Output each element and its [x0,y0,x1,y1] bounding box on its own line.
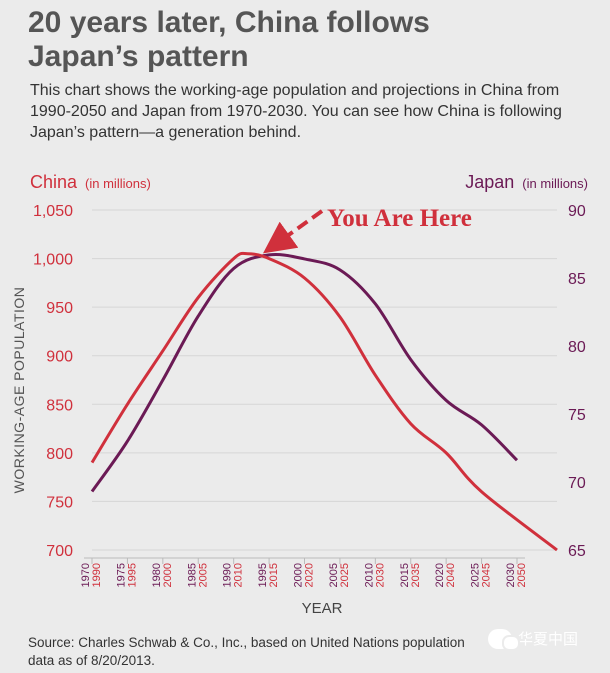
x-tick-label-china: 2030 [374,563,386,587]
x-tick-label-japan: 1995 [257,563,269,587]
watermark: 华夏中国 [488,628,579,651]
x-tick-label-japan: 1985 [186,563,198,587]
right-tick-label: 90 [568,203,586,220]
right-tick-label: 70 [568,475,586,492]
subtitle: This chart shows the working-age populat… [30,82,562,141]
x-tick-label-china: 1995 [126,563,138,587]
x-tick-label-japan: 2025 [470,563,482,587]
x-axis-title: YEAR [302,600,343,617]
title-line-2: Japan’s pattern [28,40,249,73]
right-tick-label: 75 [568,407,586,424]
chat-bubble-icon [488,628,520,651]
left-tick-label: 700 [46,543,73,560]
left-tick-label: 1,050 [33,203,73,220]
right-axis: 90 85 80 75 70 65 [568,203,586,560]
china-unit: (in millions) [85,176,151,191]
right-tick-label: 85 [568,271,586,288]
x-tick-label-japan: 1990 [222,563,234,587]
left-tick-label: 800 [46,446,73,463]
x-tick-label-japan: 2015 [399,563,411,587]
right-tick-label: 80 [568,339,586,356]
right-tick-label: 65 [568,543,586,560]
x-tick-label-japan: 1980 [151,563,163,587]
x-tick-label-china: 2010 [233,563,245,587]
japan-series-line [90,252,519,493]
x-tick-label-china: 2045 [481,563,493,587]
x-tick-label-china: 2025 [339,563,351,587]
x-tick-label-china: 2020 [304,563,316,587]
japan-axis-title: Japan (in millions) [465,172,588,192]
left-tick-label: 950 [46,300,73,317]
x-tick-label-japan: 2030 [505,563,517,587]
x-tick-label-japan: 2010 [363,563,375,587]
china-series-line [90,251,558,552]
x-tick-label-china: 2050 [516,563,528,587]
x-tick-label-china: 2035 [410,563,422,587]
x-tick-label-china: 2005 [197,563,209,587]
annotation-arrow [262,209,324,254]
source-note: Source: Charles Schwab & Co., Inc., base… [28,634,498,670]
x-tick-label-japan: 2020 [434,563,446,587]
x-axis: 1970 1990 1975 1995 1980 2000 1985 2005 1990 2010… [80,557,528,587]
y-axis-title: WORKING-AGE POPULATION [11,287,27,494]
x-tick-label-japan: 1970 [80,563,92,587]
japan-label: Japan [465,172,514,192]
x-tick-label-japan: 2005 [328,563,340,587]
left-tick-label: 900 [46,349,73,366]
page-title: 20 years later, China follows Japan’s pa… [28,6,588,74]
grid-lines [92,209,557,551]
x-tick-label-china: 2040 [445,563,457,587]
source-line-2: data as of 8/20/2013. [28,653,155,668]
left-tick-label: 750 [46,494,73,511]
x-tick-label-china: 2000 [162,563,174,587]
china-axis-title: China (in millions) [30,172,151,192]
title-line-1: 20 years later, China follows [28,6,430,39]
left-axis: 1,050 1,000 950 900 850 800 750 700 [33,203,73,560]
left-tick-label: 850 [46,397,73,414]
japan-unit: (in millions) [522,176,588,191]
china-label: China [30,172,78,192]
left-tick-label: 1,000 [33,252,73,269]
x-tick-label-china: 2015 [268,563,280,587]
series-layer [90,251,558,552]
x-tick-label-japan: 1975 [115,563,127,587]
you-are-here-annotation: You Are Here [327,205,472,232]
source-line-1: Source: Charles Schwab & Co., Inc., base… [28,635,465,650]
x-tick-label-japan: 2000 [293,563,305,587]
watermark-text: 华夏中国 [518,631,579,648]
x-tick-label-china: 1990 [91,563,103,587]
